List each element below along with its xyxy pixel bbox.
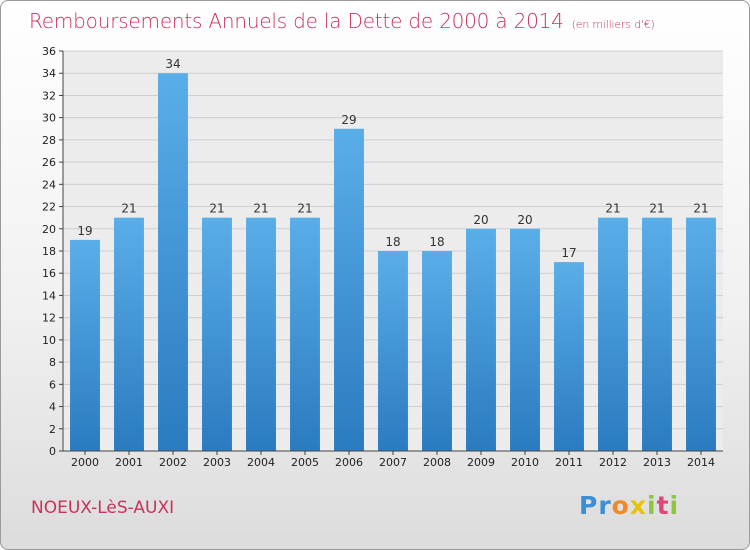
- data-label: 21: [605, 202, 620, 216]
- y-tick-label: 22: [42, 201, 56, 214]
- logo-letter: i: [669, 491, 680, 520]
- data-label: 21: [121, 202, 136, 216]
- bar: [598, 217, 628, 451]
- x-tick-label: 2005: [291, 456, 319, 469]
- bar: [334, 128, 364, 451]
- data-label: 34: [165, 57, 180, 71]
- x-tick-label: 2014: [687, 456, 715, 469]
- bar: [246, 217, 276, 451]
- logo-letter: P: [579, 491, 599, 520]
- data-labels: 19 21 34 21 21 21 29 18 18 20 20 17 21 21 21: [77, 57, 708, 260]
- data-label: 20: [473, 213, 488, 227]
- y-tick-label: 30: [42, 112, 56, 125]
- data-label: 21: [253, 202, 268, 216]
- y-tick-label: 14: [42, 289, 56, 302]
- y-tick-label: 2: [49, 423, 56, 436]
- bar: [114, 217, 144, 451]
- y-tick-label: 16: [42, 267, 56, 280]
- y-tick-label: 4: [49, 401, 56, 414]
- x-tick-label: 2007: [379, 456, 407, 469]
- data-label: 17: [561, 246, 576, 260]
- logo-letter: o: [611, 491, 630, 520]
- data-label: 21: [649, 202, 664, 216]
- y-tick-label: 20: [42, 223, 56, 236]
- y-tick-label: 8: [49, 356, 56, 369]
- proxiti-logo: Proxiti: [579, 491, 679, 520]
- x-tick-label: 2003: [203, 456, 231, 469]
- y-tick-label: 26: [42, 156, 56, 169]
- bar: [290, 217, 320, 451]
- y-tick-label: 24: [42, 178, 56, 191]
- x-tick-label: 2008: [423, 456, 451, 469]
- data-label: 19: [77, 224, 92, 238]
- data-label: 18: [385, 235, 400, 249]
- y-tick-label: 6: [49, 378, 56, 391]
- data-label: 21: [209, 202, 224, 216]
- x-tick-label: 2001: [115, 456, 143, 469]
- chart-subtitle: (en milliers d'€): [571, 18, 655, 31]
- x-tick-labels: 2000 2001 2002 2003 2004 2005 2006 2007 2008 2009…: [71, 456, 715, 469]
- y-tick-label: 12: [42, 312, 56, 325]
- bar: [510, 228, 540, 451]
- bars: [70, 73, 716, 451]
- y-tick-label: 10: [42, 334, 56, 347]
- x-tick-label: 2009: [467, 456, 495, 469]
- data-label: 20: [517, 213, 532, 227]
- x-tick-label: 2012: [599, 456, 627, 469]
- y-tick-label: 36: [42, 45, 56, 58]
- data-label: 21: [297, 202, 312, 216]
- x-tick-label: 2002: [159, 456, 187, 469]
- bar: [158, 73, 188, 451]
- chart-title: Remboursements Annuels de la Dette de 20…: [29, 9, 655, 33]
- bar: [70, 239, 100, 451]
- logo-letter: t: [656, 491, 670, 520]
- y-tick-label: 32: [42, 89, 56, 102]
- x-tick-label: 2000: [71, 456, 99, 469]
- axes: [62, 51, 723, 452]
- bar: [422, 251, 452, 451]
- bar: [466, 228, 496, 451]
- bar: [554, 262, 584, 451]
- bar: [642, 217, 672, 451]
- bar: [378, 251, 408, 451]
- logo-letter: x: [629, 491, 647, 520]
- x-tick-label: 2006: [335, 456, 363, 469]
- y-tick-label: 28: [42, 134, 56, 147]
- data-label: 21: [693, 202, 708, 216]
- chart-title-text: Remboursements Annuels de la Dette de 20…: [29, 9, 564, 33]
- commune-name: NOEUX-LèS-AUXI: [31, 498, 175, 518]
- x-tick-label: 2010: [511, 456, 539, 469]
- y-tick-label: 18: [42, 245, 56, 258]
- logo-letter: i: [647, 491, 657, 520]
- y-tick-label: 34: [42, 67, 56, 80]
- bar: [686, 217, 716, 451]
- data-label: 18: [429, 235, 444, 249]
- x-tick-label: 2013: [643, 456, 671, 469]
- data-label: 29: [341, 113, 356, 127]
- y-tick-label: 0: [49, 445, 56, 458]
- x-tick-label: 2004: [247, 456, 275, 469]
- bar: [202, 217, 232, 451]
- x-tick-label: 2011: [555, 456, 583, 469]
- logo-letter: r: [598, 491, 612, 520]
